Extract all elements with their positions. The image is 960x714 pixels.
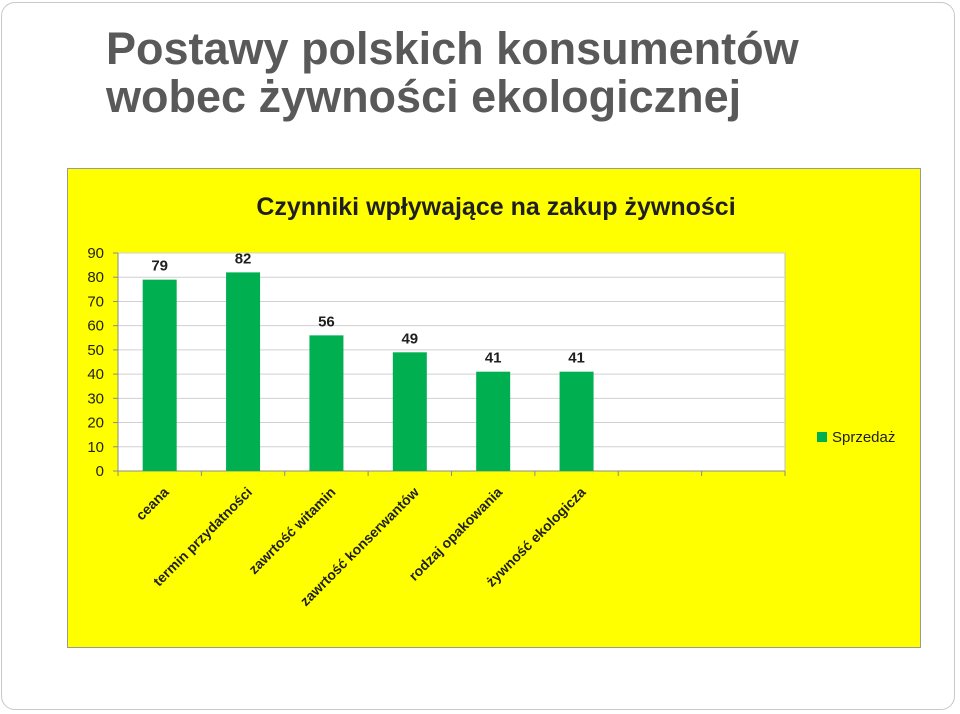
bars bbox=[142, 272, 594, 471]
bar bbox=[142, 279, 177, 471]
bar bbox=[392, 352, 427, 471]
data-label: 49 bbox=[401, 330, 418, 347]
data-label: 41 bbox=[485, 350, 502, 367]
y-tick-label: 60 bbox=[87, 318, 104, 335]
y-tick-label: 20 bbox=[87, 415, 104, 432]
y-tick-label: 30 bbox=[87, 390, 104, 407]
y-tick-label: 10 bbox=[87, 439, 104, 456]
category-label: zawrtość witamin bbox=[245, 484, 338, 577]
y-tick-label: 40 bbox=[87, 366, 104, 383]
slide-title: Postawy polskich konsumentów wobec żywno… bbox=[106, 25, 906, 121]
slide-title-line-2: wobec żywności ekologicznej bbox=[106, 71, 742, 122]
bar bbox=[476, 371, 511, 471]
bar bbox=[559, 371, 594, 471]
category-label: ceana bbox=[132, 484, 172, 524]
data-label: 79 bbox=[151, 258, 168, 275]
chart-panel: Czynniki wpływające na zakup żywności 0 1… bbox=[67, 168, 921, 648]
data-label: 41 bbox=[568, 350, 585, 367]
slide-title-line-1: Postawy polskich konsumentów bbox=[106, 23, 799, 74]
bar bbox=[226, 272, 261, 471]
bar-chart: Czynniki wpływające na zakup żywności 0 1… bbox=[87, 193, 895, 609]
chart-title: Czynniki wpływające na zakup żywności bbox=[256, 193, 735, 221]
y-tick-label: 90 bbox=[87, 245, 104, 262]
data-label: 56 bbox=[318, 313, 335, 330]
y-tick-label: 0 bbox=[96, 463, 104, 480]
y-tick-label: 70 bbox=[87, 293, 104, 310]
legend-label: Sprzedaż bbox=[832, 429, 895, 446]
legend: Sprzedaż bbox=[817, 429, 895, 446]
y-tick-label: 50 bbox=[87, 342, 104, 359]
category-label: rodzaj opakowania bbox=[405, 484, 505, 584]
data-label: 82 bbox=[235, 250, 252, 267]
data-labels: 79 82 56 49 41 41 bbox=[151, 250, 585, 366]
plot-area bbox=[117, 252, 786, 472]
legend-swatch bbox=[817, 432, 827, 442]
bar bbox=[309, 335, 344, 471]
y-tick-label: 80 bbox=[87, 269, 104, 286]
gridlines bbox=[117, 252, 786, 472]
